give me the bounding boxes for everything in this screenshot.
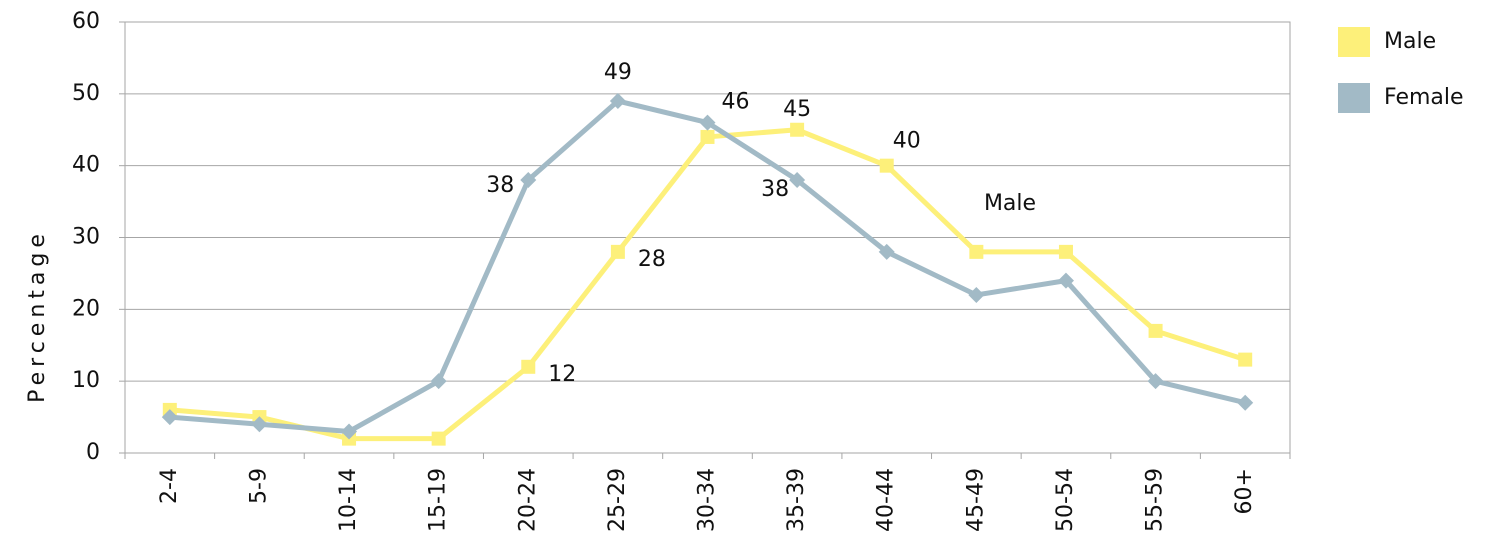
x-tick-label: 10-14	[336, 468, 361, 532]
marker	[699, 114, 716, 131]
legend-swatch	[1338, 83, 1370, 113]
x-tick-label: 15-19	[426, 468, 451, 532]
y-tick-label: 0	[86, 440, 100, 465]
y-axis-label: Percentage	[25, 229, 50, 403]
x-tick-label: 2-4	[157, 468, 182, 504]
marker	[161, 409, 178, 426]
series-line	[169, 127, 1246, 442]
x-tick-label: 40-44	[874, 468, 899, 532]
marker	[790, 122, 805, 137]
x-tick-label: 45-49	[963, 468, 988, 532]
marker	[430, 373, 447, 390]
x-tick-label: 35-39	[784, 468, 809, 532]
data-label: 38	[486, 173, 514, 198]
x-tick-label: 60+	[1232, 468, 1257, 514]
data-label: 12	[548, 362, 576, 387]
marker	[609, 93, 626, 110]
x-tick-label: 20-24	[515, 468, 540, 532]
marker	[879, 158, 894, 173]
marker	[878, 243, 895, 260]
data-label: 46	[722, 90, 750, 115]
y-tick-label: 20	[72, 296, 100, 321]
marker	[969, 244, 984, 259]
y-tick-label: 30	[72, 225, 100, 250]
plot-border	[124, 21, 1291, 454]
marker	[1057, 272, 1074, 289]
x-tick-label: 5-9	[246, 468, 271, 504]
marker	[1147, 373, 1164, 390]
marker	[789, 172, 806, 189]
marker	[700, 129, 715, 144]
y-tick-label: 10	[72, 368, 100, 393]
x-tick-label: 50-54	[1053, 468, 1078, 532]
legend-swatch	[1338, 27, 1370, 57]
y-tick-label: 40	[72, 153, 100, 178]
marker	[610, 244, 625, 259]
marker	[968, 286, 985, 303]
y-tick-label: 60	[72, 9, 100, 34]
annotation: Male	[984, 191, 1036, 216]
marker	[1238, 352, 1253, 367]
marker	[1058, 244, 1073, 259]
data-label: 28	[638, 247, 666, 272]
marker	[1148, 323, 1163, 338]
marker	[431, 431, 446, 446]
data-label: 49	[604, 60, 632, 85]
marker	[521, 359, 536, 374]
marker	[341, 423, 358, 440]
x-tick-label: 55-59	[1143, 468, 1168, 532]
data-label: 40	[893, 129, 921, 154]
data-label: 45	[783, 97, 811, 122]
legend-label: Female	[1384, 85, 1464, 110]
marker	[251, 416, 268, 433]
legend-label: Male	[1384, 29, 1436, 54]
data-label: 38	[761, 177, 789, 202]
marker	[520, 172, 537, 189]
x-tick-label: 30-34	[695, 468, 720, 532]
y-tick-label: 50	[72, 81, 100, 106]
x-tick-label: 25-29	[605, 468, 630, 532]
marker	[1237, 394, 1254, 411]
